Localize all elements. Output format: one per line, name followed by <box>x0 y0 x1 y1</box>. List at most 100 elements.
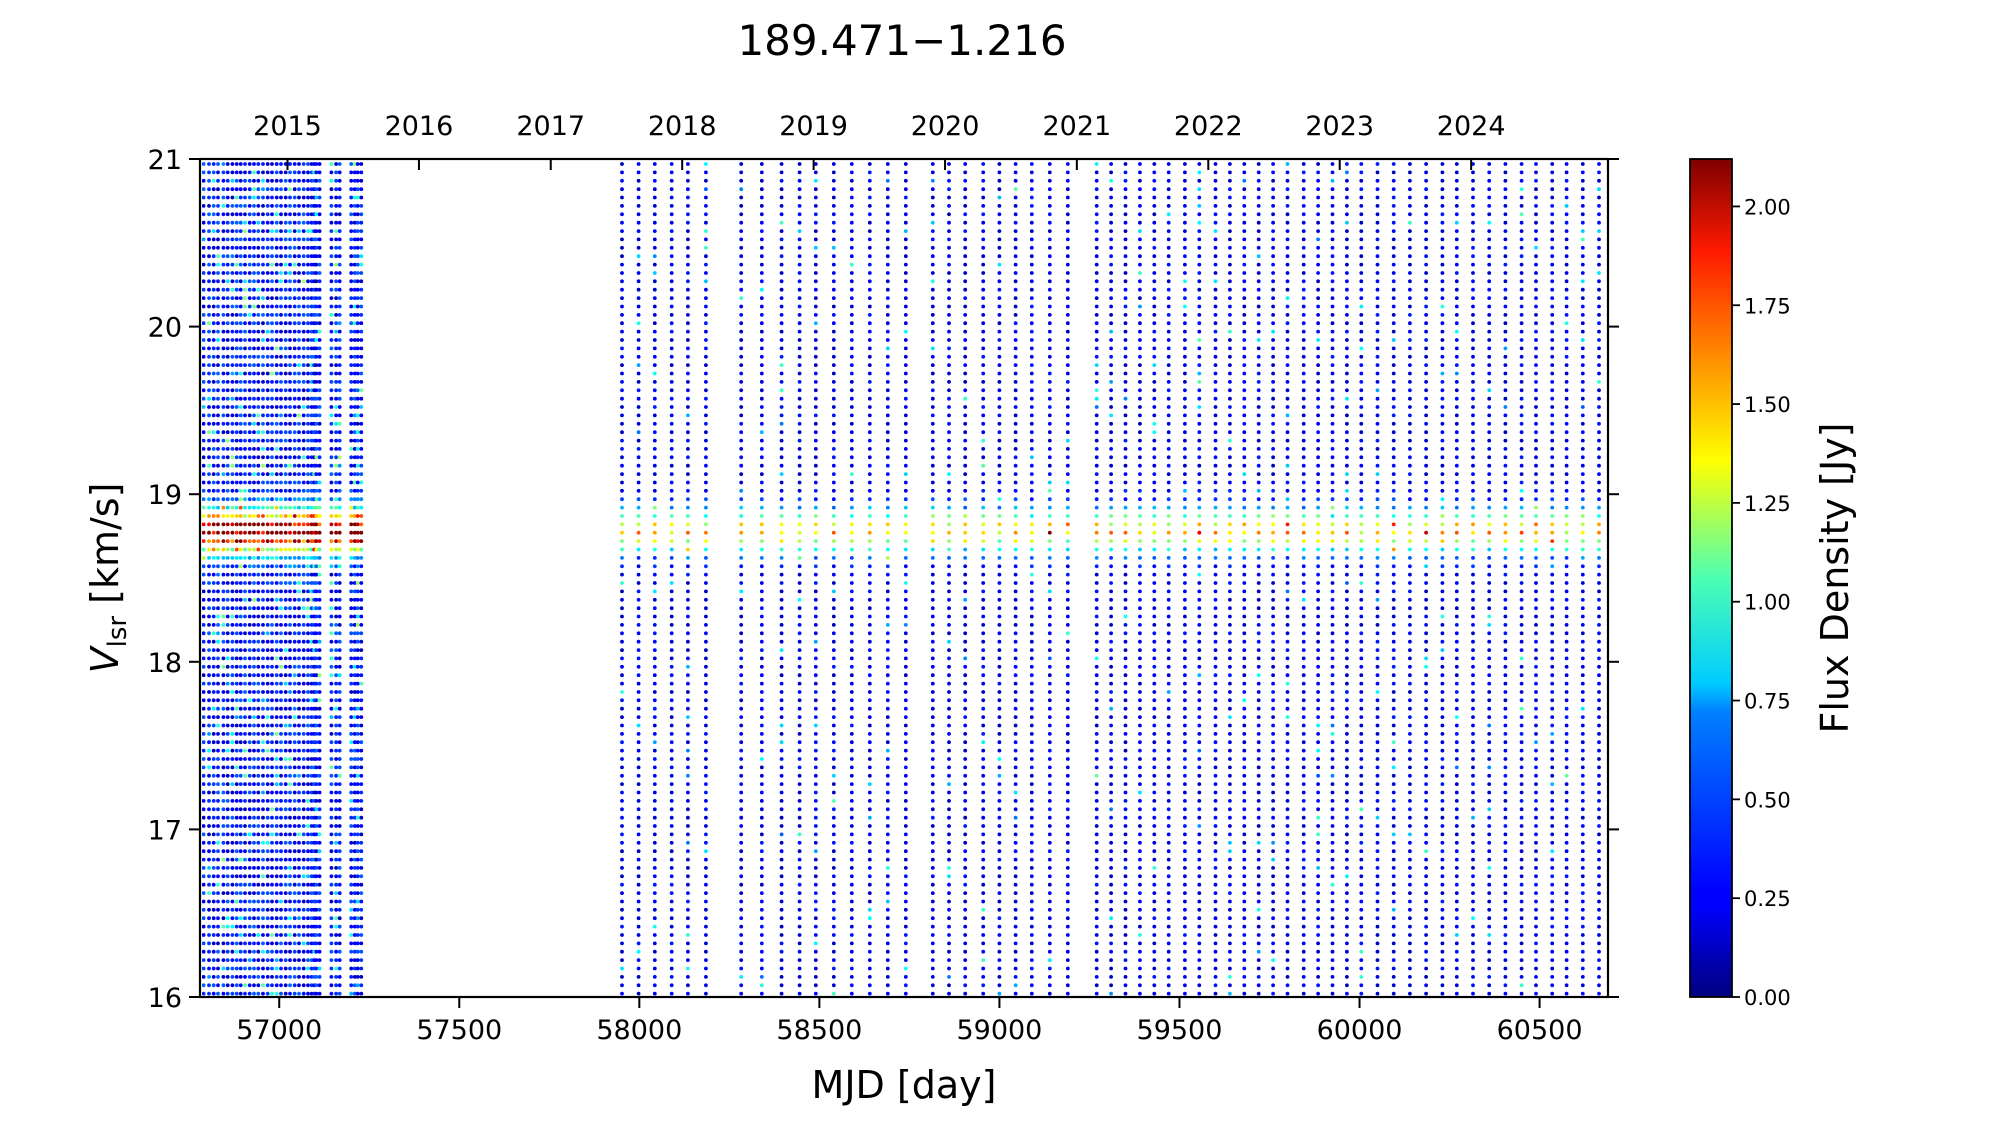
data-point <box>686 966 690 971</box>
data-point <box>234 556 239 560</box>
data-point <box>759 296 764 300</box>
data-point <box>256 480 261 485</box>
data-point <box>329 824 334 828</box>
data-point <box>831 488 836 493</box>
data-point <box>283 589 288 594</box>
data-point <box>202 614 206 619</box>
data-point <box>279 488 283 493</box>
data-point <box>256 673 261 678</box>
data-point <box>620 824 624 828</box>
data-point <box>636 664 641 669</box>
data-point <box>797 715 802 719</box>
data-point <box>306 857 310 862</box>
data-point <box>265 723 270 728</box>
data-point <box>334 254 338 259</box>
data-point <box>225 480 230 485</box>
data-point <box>686 237 690 242</box>
data-point <box>337 824 342 828</box>
data-point <box>352 790 357 795</box>
data-point <box>779 958 784 962</box>
data-point <box>813 363 818 367</box>
data-point <box>247 572 252 577</box>
data-point <box>301 296 306 300</box>
data-point <box>292 438 297 443</box>
data-point <box>270 329 274 334</box>
data-point <box>279 681 283 686</box>
data-point <box>283 966 288 971</box>
data-point <box>207 748 211 753</box>
data-point <box>885 732 890 736</box>
data-point <box>759 824 764 828</box>
data-point <box>211 480 216 485</box>
data-point <box>334 413 338 418</box>
data-point <box>334 799 338 803</box>
data-point <box>349 488 354 493</box>
data-point <box>265 572 270 577</box>
data-point <box>270 949 274 954</box>
data-point <box>252 430 256 435</box>
data-point <box>317 438 322 443</box>
data-point <box>252 380 256 384</box>
data-point <box>686 455 690 460</box>
data-point <box>207 505 211 510</box>
data-point <box>867 572 872 577</box>
data-point <box>329 690 334 694</box>
data-point <box>849 220 854 225</box>
data-point <box>256 237 261 242</box>
data-point <box>247 354 252 359</box>
data-point <box>797 907 802 912</box>
data-point <box>739 380 744 384</box>
data-point <box>704 313 708 317</box>
data-point <box>301 706 306 711</box>
data-point <box>636 899 641 904</box>
data-point <box>636 271 641 275</box>
data-point <box>314 899 319 904</box>
data-point <box>797 698 802 703</box>
data-point <box>337 941 342 946</box>
data-point <box>207 631 211 636</box>
data-point <box>202 681 206 686</box>
data-point <box>207 430 211 435</box>
data-point <box>779 413 784 418</box>
data-point <box>274 648 279 652</box>
data-point <box>225 321 230 326</box>
data-point <box>779 832 784 837</box>
data-point <box>309 589 314 594</box>
data-point <box>831 530 836 535</box>
data-point <box>779 556 784 560</box>
data-point <box>652 313 657 317</box>
data-point <box>256 455 261 460</box>
data-point <box>359 933 364 937</box>
data-point <box>202 505 206 510</box>
data-point <box>202 874 206 879</box>
data-point <box>849 706 854 711</box>
data-point <box>739 178 744 183</box>
data-point <box>329 380 334 384</box>
data-point <box>355 170 360 175</box>
data-point <box>306 363 310 367</box>
data-point <box>355 463 360 468</box>
data-point <box>297 891 301 895</box>
data-point <box>652 547 657 552</box>
data-point <box>334 187 338 192</box>
data-point <box>349 338 354 342</box>
data-point <box>337 966 342 971</box>
data-point <box>247 874 252 879</box>
data-point <box>265 983 270 988</box>
data-point <box>636 916 641 921</box>
data-point <box>225 648 230 652</box>
data-point <box>636 623 641 627</box>
data-point <box>355 966 360 971</box>
data-point <box>247 514 252 518</box>
data-point <box>274 765 279 770</box>
data-point <box>306 472 310 476</box>
data-point <box>283 262 288 267</box>
data-point <box>230 899 235 904</box>
data-point <box>352 815 357 820</box>
data-point <box>230 949 235 954</box>
data-point <box>270 254 274 259</box>
data-point <box>207 237 211 242</box>
data-point <box>867 522 872 527</box>
data-point <box>292 715 297 719</box>
data-point <box>704 975 708 979</box>
